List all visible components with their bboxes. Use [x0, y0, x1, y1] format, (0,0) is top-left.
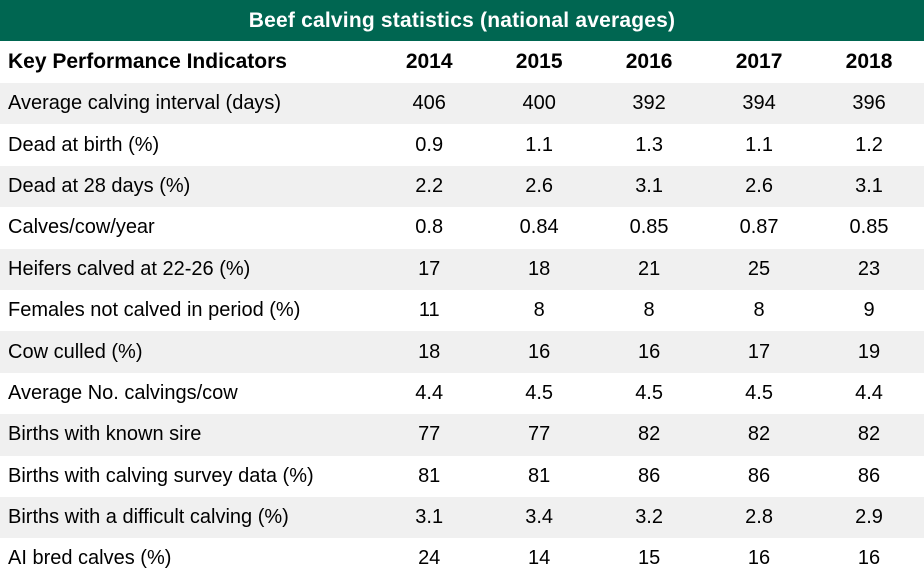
value-cell: 2.6	[484, 165, 595, 208]
column-header-kpi: Key Performance Indicators	[0, 41, 375, 83]
value-cell: 23	[814, 248, 924, 290]
value-cell: 0.8	[374, 207, 485, 249]
value-cell: 1.1	[704, 124, 815, 166]
value-cell: 8	[704, 289, 815, 332]
row-label: Average calving interval (days)	[0, 83, 375, 125]
value-cell: 4.4	[814, 372, 924, 415]
value-cell: 21	[594, 248, 705, 290]
value-cell: 14	[484, 538, 595, 580]
table-title: Beef calving statistics (national averag…	[0, 0, 924, 41]
row-label: Average No. calvings/cow	[0, 372, 375, 415]
row-label: Females not calved in period (%)	[0, 289, 375, 332]
value-cell: 81	[484, 455, 595, 497]
value-cell: 4.5	[594, 372, 705, 415]
value-cell: 16	[814, 538, 924, 580]
value-cell: 25	[704, 248, 815, 290]
row-label: Heifers calved at 22-26 (%)	[0, 248, 375, 290]
column-header-year: 2014	[374, 41, 485, 83]
value-cell: 16	[594, 331, 705, 373]
value-cell: 18	[374, 331, 485, 373]
table-row: Dead at birth (%) 0.9 1.1 1.3 1.1 1.2	[0, 124, 924, 166]
table-row: Dead at 28 days (%) 2.2 2.6 3.1 2.6 3.1	[0, 165, 924, 208]
value-cell: 86	[594, 455, 705, 497]
table-row: Births with calving survey data (%) 81 81 8…	[0, 455, 924, 497]
value-cell: 8	[484, 289, 595, 332]
value-cell: 3.2	[594, 496, 705, 539]
table-row: Calves/cow/year 0.8 0.84 0.85 0.87 0.85	[0, 207, 924, 249]
value-cell: 400	[484, 83, 595, 125]
value-cell: 1.1	[484, 124, 595, 166]
table-row: Births with a difficult calving (%) 3.1 3.…	[0, 496, 924, 539]
value-cell: 15	[594, 538, 705, 580]
value-cell: 3.1	[374, 496, 485, 539]
value-cell: 11	[374, 289, 485, 332]
table-row: Births with known sire 77 77 82 82 82	[0, 414, 924, 456]
value-cell: 3.1	[594, 165, 705, 208]
row-label: Calves/cow/year	[0, 207, 375, 249]
value-cell: 82	[594, 414, 705, 456]
header-row: Key Performance Indicators 2014 2015 2016 20…	[0, 41, 924, 83]
table-row: Females not calved in period (%) 11 8 8 8 9	[0, 289, 924, 332]
column-header-year: 2015	[484, 41, 595, 83]
value-cell: 396	[814, 83, 924, 125]
value-cell: 77	[374, 414, 485, 456]
value-cell: 86	[814, 455, 924, 497]
value-cell: 2.8	[704, 496, 815, 539]
value-cell: 17	[374, 248, 485, 290]
table-row: Average calving interval (days) 406 400 392…	[0, 83, 924, 125]
table-row: Average No. calvings/cow 4.4 4.5 4.5 4.5 4.4	[0, 372, 924, 415]
value-cell: 2.6	[704, 165, 815, 208]
value-cell: 82	[814, 414, 924, 456]
value-cell: 3.1	[814, 165, 924, 208]
value-cell: 4.5	[484, 372, 595, 415]
value-cell: 406	[374, 83, 485, 125]
row-label: Dead at 28 days (%)	[0, 165, 375, 208]
table-row: Cow culled (%) 18 16 16 17 19	[0, 331, 924, 373]
value-cell: 24	[374, 538, 485, 580]
row-label: AI bred calves (%)	[0, 538, 375, 580]
row-label: Births with known sire	[0, 414, 375, 456]
value-cell: 0.9	[374, 124, 485, 166]
value-cell: 77	[484, 414, 595, 456]
value-cell: 82	[704, 414, 815, 456]
value-cell: 0.85	[814, 207, 924, 249]
value-cell: 2.2	[374, 165, 485, 208]
value-cell: 392	[594, 83, 705, 125]
value-cell: 4.4	[374, 372, 485, 415]
row-label: Dead at birth (%)	[0, 124, 375, 166]
column-header-year: 2017	[704, 41, 815, 83]
row-label: Births with calving survey data (%)	[0, 455, 375, 497]
table-row: Heifers calved at 22-26 (%) 17 18 21 25 23	[0, 248, 924, 290]
table-row: AI bred calves (%) 24 14 15 16 16	[0, 538, 924, 580]
value-cell: 0.85	[594, 207, 705, 249]
row-label: Cow culled (%)	[0, 331, 375, 373]
value-cell: 394	[704, 83, 815, 125]
value-cell: 86	[704, 455, 815, 497]
value-cell: 16	[704, 538, 815, 580]
value-cell: 1.3	[594, 124, 705, 166]
value-cell: 18	[484, 248, 595, 290]
column-header-year: 2016	[594, 41, 705, 83]
table-body: Average calving interval (days) 406 400 392…	[0, 83, 924, 580]
value-cell: 3.4	[484, 496, 595, 539]
column-header-year: 2018	[814, 41, 924, 83]
row-label: Births with a difficult calving (%)	[0, 496, 375, 539]
value-cell: 8	[594, 289, 705, 332]
value-cell: 17	[704, 331, 815, 373]
kpi-table: Key Performance Indicators 2014 2015 2016 20…	[0, 41, 924, 580]
value-cell: 4.5	[704, 372, 815, 415]
value-cell: 16	[484, 331, 595, 373]
value-cell: 1.2	[814, 124, 924, 166]
value-cell: 19	[814, 331, 924, 373]
value-cell: 2.9	[814, 496, 924, 539]
value-cell: 0.84	[484, 207, 595, 249]
value-cell: 81	[374, 455, 485, 497]
value-cell: 9	[814, 289, 924, 332]
value-cell: 0.87	[704, 207, 815, 249]
